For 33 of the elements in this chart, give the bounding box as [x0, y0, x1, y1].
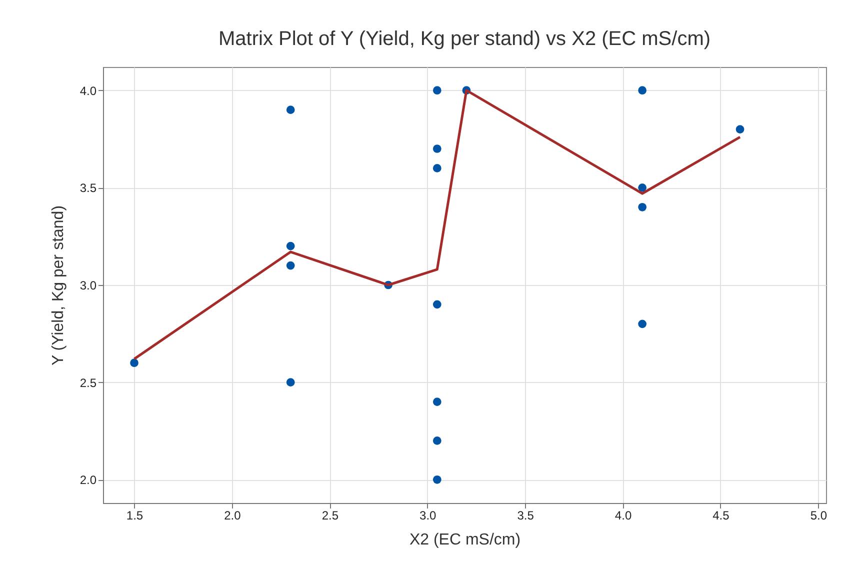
- point: [432, 164, 442, 172]
- x-axis-title: X2 (EC mS/cm): [409, 532, 521, 548]
- y-tick-label: 2.5: [80, 376, 97, 390]
- point: [638, 320, 646, 328]
- y-tick-label: 2.0: [80, 473, 97, 488]
- y-axis-title: Y (Yield, Kg per stand): [50, 205, 67, 366]
- x-tick-label: 1.5: [126, 508, 144, 522]
- point: [638, 184, 646, 192]
- point: [638, 202, 646, 212]
- y-tick-label: 4.0: [80, 84, 97, 98]
- point: [432, 300, 442, 309]
- point: [286, 242, 295, 250]
- x-tick-label: 4.0: [614, 508, 632, 522]
- point: [638, 86, 646, 95]
- x-tick-label: 5.0: [810, 508, 828, 522]
- y-tick-label: 3.5: [80, 181, 97, 196]
- point: [130, 358, 138, 368]
- x-tick-label: 4.5: [712, 508, 730, 522]
- point: [432, 398, 442, 406]
- chart-title: Matrix Plot of Y (Yield, Kg per stand) vs X2 (EC mS/cm): [218, 28, 711, 50]
- point: [432, 475, 442, 484]
- point: [432, 436, 442, 445]
- point: [286, 106, 295, 114]
- x-tick-label: 3.0: [420, 508, 437, 522]
- x-tick-label: 3.5: [517, 508, 534, 522]
- point: [286, 378, 295, 386]
- x-tick-label: 2.0: [224, 508, 242, 522]
- point: [736, 125, 744, 134]
- x-tick-label: 2.5: [322, 508, 339, 522]
- point: [286, 261, 295, 270]
- y-tick-label: 3.0: [80, 278, 97, 292]
- point: [432, 86, 442, 95]
- point: [432, 144, 442, 153]
